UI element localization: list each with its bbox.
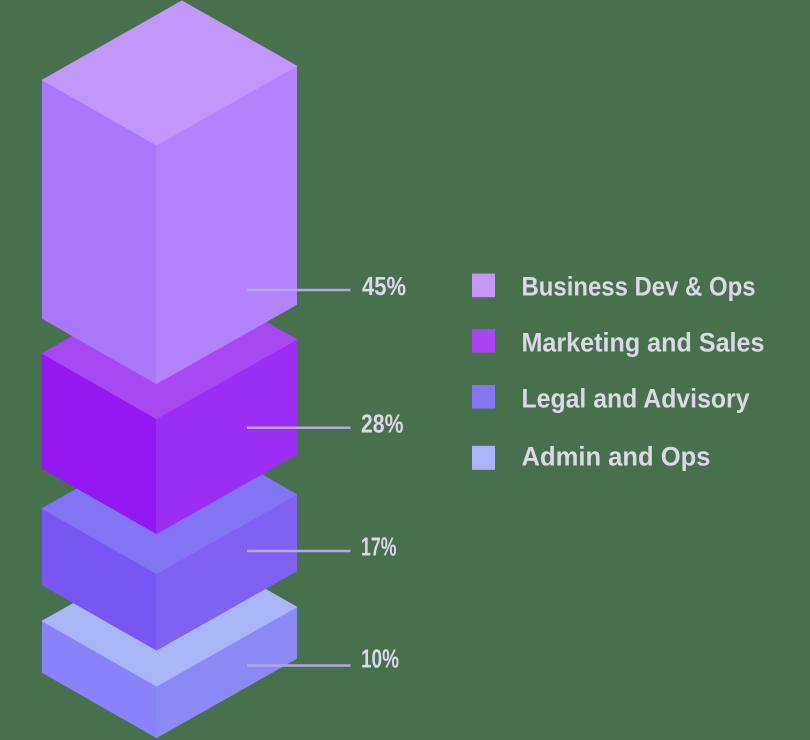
svg-text:45%: 45% xyxy=(362,271,406,301)
svg-text:28%: 28% xyxy=(361,409,404,439)
svg-text:Legal and Advisory: Legal and Advisory xyxy=(522,384,750,414)
svg-text:Admin and Ops: Admin and Ops xyxy=(522,441,711,471)
svg-text:10%: 10% xyxy=(361,643,399,673)
svg-text:Marketing and Sales: Marketing and Sales xyxy=(522,328,765,358)
svg-text:17%: 17% xyxy=(361,531,397,561)
svg-text:Business Dev & Ops: Business Dev & Ops xyxy=(522,272,756,302)
